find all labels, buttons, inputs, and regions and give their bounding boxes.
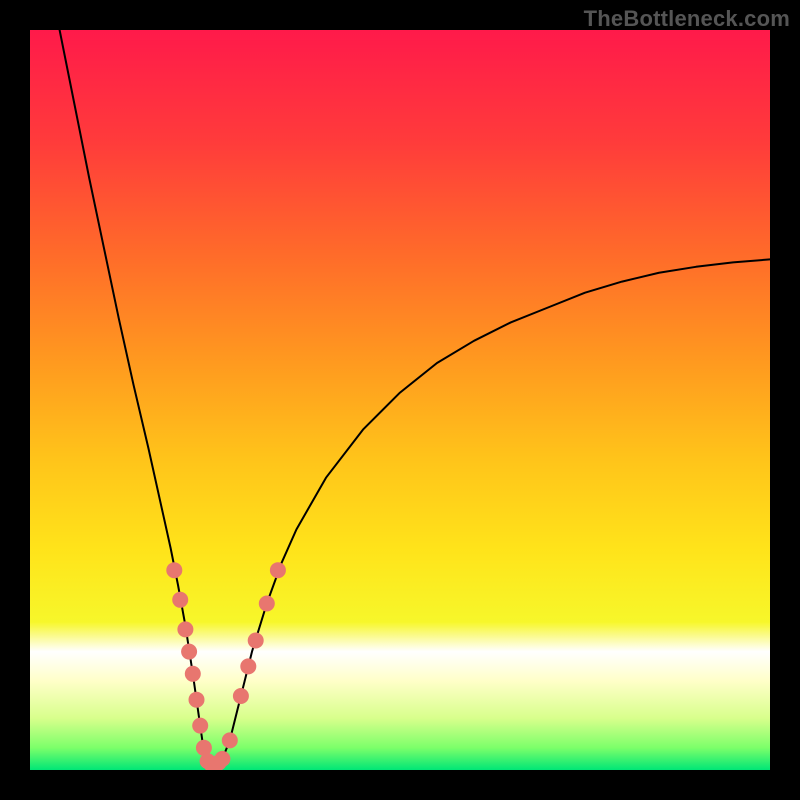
- data-marker: [166, 562, 182, 578]
- chart-frame: TheBottleneck.com: [0, 0, 800, 800]
- data-marker: [181, 644, 197, 660]
- data-marker: [185, 666, 201, 682]
- data-marker: [172, 592, 188, 608]
- watermark-label: TheBottleneck.com: [584, 6, 790, 32]
- data-marker: [270, 562, 286, 578]
- data-marker: [222, 732, 238, 748]
- data-marker: [240, 658, 256, 674]
- plot-svg: [30, 30, 770, 770]
- data-marker: [189, 692, 205, 708]
- data-marker: [192, 718, 208, 734]
- data-marker: [177, 621, 193, 637]
- data-marker: [259, 596, 275, 612]
- data-marker: [214, 751, 230, 767]
- plot-area: [30, 30, 770, 770]
- data-marker: [248, 633, 264, 649]
- gradient-background: [30, 30, 770, 770]
- data-marker: [233, 688, 249, 704]
